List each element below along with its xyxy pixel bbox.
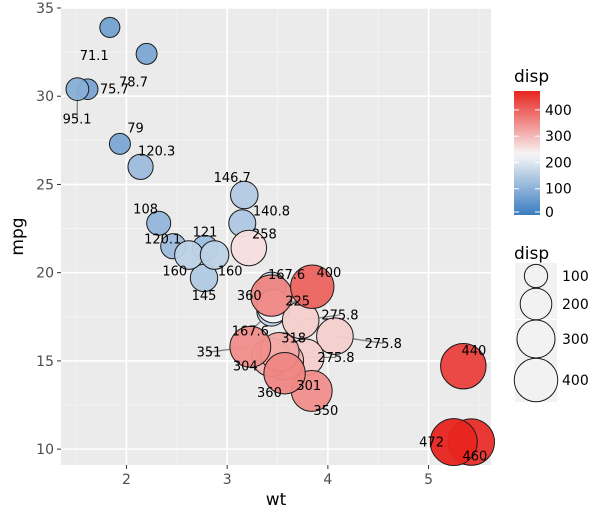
- size-legend-circle: [523, 263, 549, 289]
- point-label: 440: [461, 344, 486, 359]
- color-legend-label: 0: [545, 205, 554, 221]
- y-tick-label: 10: [36, 442, 54, 458]
- color-legend-label: 400: [545, 103, 572, 119]
- x-axis-title: wt: [266, 490, 287, 510]
- point-label: 301: [296, 379, 321, 394]
- size-legend: disp 100 200 300 400: [513, 244, 589, 403]
- size-legend-circle: [519, 287, 553, 321]
- point-label: 75.7: [100, 83, 129, 98]
- point-label: 258: [252, 227, 277, 242]
- point-label: 95.1: [63, 113, 92, 128]
- data-point: [108, 132, 131, 155]
- y-axis-title: mpg: [8, 217, 28, 255]
- color-legend-label: 100: [545, 182, 572, 198]
- data-point: [146, 210, 172, 236]
- data-point: [65, 77, 90, 102]
- y-axis: 10 15 20 25 30 35: [36, 1, 61, 458]
- size-legend-title: disp: [514, 244, 549, 264]
- x-tick-label: 5: [424, 472, 433, 488]
- point-label: 120.1: [144, 233, 181, 248]
- point-label: 160: [218, 264, 243, 279]
- data-point: [135, 42, 158, 65]
- point-label: 304: [233, 360, 258, 375]
- point-label: 472: [419, 436, 444, 451]
- point-label: 360: [237, 289, 262, 304]
- x-tick-label: 4: [323, 472, 332, 488]
- point-label: 275.8: [365, 337, 402, 352]
- y-tick-label: 35: [36, 1, 54, 17]
- size-legend-label: 100: [562, 269, 589, 285]
- point-label: 160: [162, 264, 187, 279]
- data-point: [290, 264, 335, 310]
- x-tick-label: 2: [122, 472, 131, 488]
- size-legend-circle: [516, 319, 556, 359]
- point-label: 145: [192, 289, 217, 304]
- data-point: [230, 180, 259, 210]
- point-label: 275.8: [321, 309, 358, 324]
- point-labels: 71.1 78.7 95.1 75.7 79 120.3 146.7 108 140.8 258 1…: [63, 49, 488, 465]
- color-legend-bar: [514, 91, 540, 215]
- y-tick-label: 25: [36, 177, 54, 193]
- point-label: 78.7: [119, 76, 148, 91]
- color-legend: disp 0 100 200 300 400: [514, 67, 572, 221]
- x-axis: 2 3 4 5: [122, 465, 433, 488]
- color-legend-label: 200: [545, 155, 572, 171]
- data-point: [229, 325, 272, 368]
- y-tick-label: 20: [36, 266, 54, 282]
- point-label: 318: [281, 331, 306, 346]
- point-label: 351: [197, 346, 222, 361]
- point-label: 225: [285, 294, 310, 309]
- data-point: [127, 153, 154, 180]
- point-label: 350: [313, 404, 338, 419]
- point-label: 79: [127, 121, 144, 136]
- point-label: 146.7: [214, 171, 251, 186]
- point-label: 460: [462, 450, 487, 465]
- size-legend-label: 300: [562, 332, 589, 348]
- size-legend-label: 400: [562, 373, 589, 389]
- point-label: 121: [193, 226, 218, 241]
- color-legend-title: disp: [514, 67, 549, 87]
- size-legend-label: 200: [562, 297, 589, 313]
- x-tick-label: 3: [223, 472, 232, 488]
- data-point: [316, 317, 354, 355]
- data-point: [230, 229, 268, 267]
- size-legend-circle: [513, 357, 559, 403]
- point-label: 275.8: [317, 351, 354, 366]
- data-point: [99, 16, 121, 38]
- data-point: [440, 342, 487, 390]
- point-label: 167.6: [268, 268, 305, 283]
- point-label: 71.1: [80, 49, 109, 64]
- y-tick-label: 15: [36, 354, 54, 370]
- point-label: 167.6: [232, 324, 269, 339]
- point-label: 108: [133, 203, 158, 218]
- data-point: [199, 240, 230, 270]
- data-points: [65, 16, 495, 467]
- color-legend-label: 300: [545, 129, 572, 145]
- data-point: [263, 352, 306, 395]
- point-label: 360: [257, 386, 282, 401]
- point-label: 120.3: [138, 144, 175, 159]
- grid-lines: [61, 7, 491, 465]
- y-tick-label: 30: [36, 89, 54, 105]
- data-point: [429, 418, 478, 467]
- point-label: 140.8: [253, 204, 290, 219]
- point-label: 400: [316, 266, 341, 281]
